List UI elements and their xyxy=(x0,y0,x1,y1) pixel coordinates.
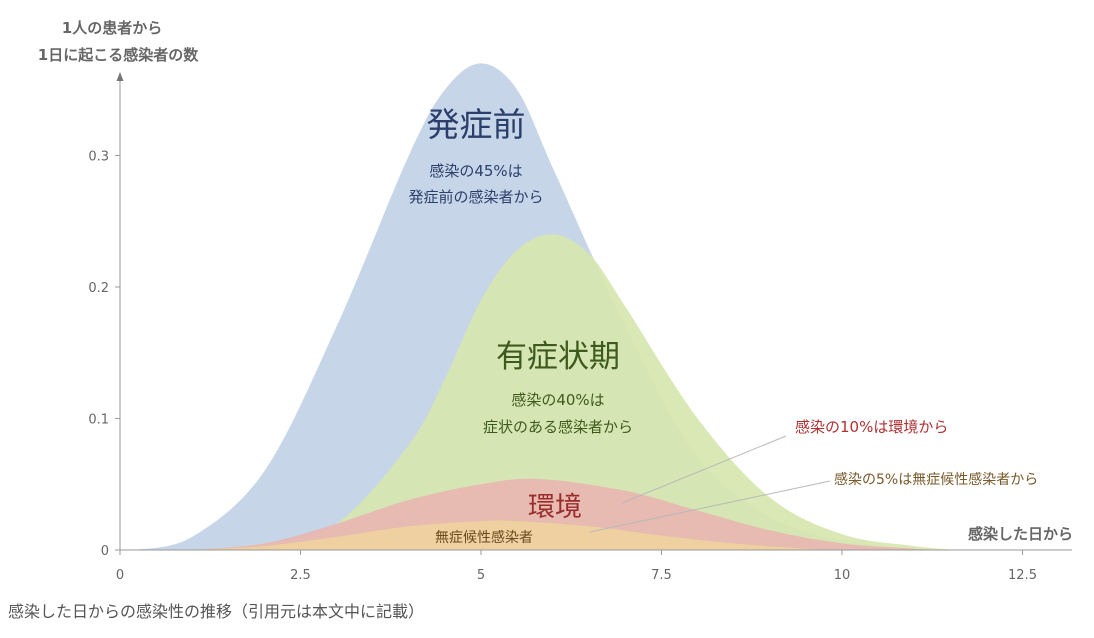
x-tick-label: 7.5 xyxy=(651,568,672,583)
y-tick-label: 0.3 xyxy=(88,150,109,165)
environment-title: 環境 xyxy=(528,492,582,523)
y-axis-arrow-icon xyxy=(116,72,124,81)
environment-callout: 感染の10%は環境から xyxy=(795,418,948,436)
asymptomatic-leader-line xyxy=(589,480,831,533)
symptomatic-line-2: 症状のある感染者から xyxy=(483,418,633,436)
x-axis-label: 感染した日から xyxy=(968,525,1073,543)
symptomatic-line-1: 感染の40%は xyxy=(511,391,604,409)
y-axis-label-line-1: 1人の患者から xyxy=(62,19,162,37)
y-tick-label: 0.2 xyxy=(88,281,109,296)
y-tick-label: 0.1 xyxy=(88,413,109,428)
presymptomatic-title: 発症前 xyxy=(427,105,526,144)
x-tick-label: 12.5 xyxy=(1008,568,1037,583)
x-tick-group: 0 2.5 5 7.5 10 12.5 xyxy=(116,550,1037,583)
y-axis-label-line-2: 1日に起こる感染者の数 xyxy=(38,46,199,64)
figure-caption: 感染した日からの感染性の推移（引用元は本文中に記載） xyxy=(8,602,425,621)
chart: 1人の患者から 1日に起こる感染者の数 0 0.1 0.2 0.3 0 2.5 5 7.5 1… xyxy=(38,19,1073,583)
y-tick-label: 0 xyxy=(101,544,109,559)
symptomatic-area xyxy=(192,234,958,551)
asymptomatic-area xyxy=(192,520,842,550)
presymptomatic-line-1: 感染の45%は xyxy=(429,162,522,180)
x-tick-label: 10 xyxy=(834,568,851,583)
x-tick-label: 2.5 xyxy=(290,568,311,583)
environment-leader-line xyxy=(621,435,787,504)
symptomatic-title: 有症状期 xyxy=(496,339,620,375)
asymptomatic-callout: 感染の5%は無症候性感染者から xyxy=(834,471,1038,488)
area-series-group xyxy=(134,63,958,551)
presymptomatic-line-2: 発症前の感染者から xyxy=(408,188,543,206)
y-tick-group: 0 0.1 0.2 0.3 xyxy=(88,150,120,559)
asymptomatic-label: 無症候性感染者 xyxy=(435,529,533,546)
x-tick-label: 0 xyxy=(116,568,124,583)
x-tick-label: 5 xyxy=(477,568,485,583)
